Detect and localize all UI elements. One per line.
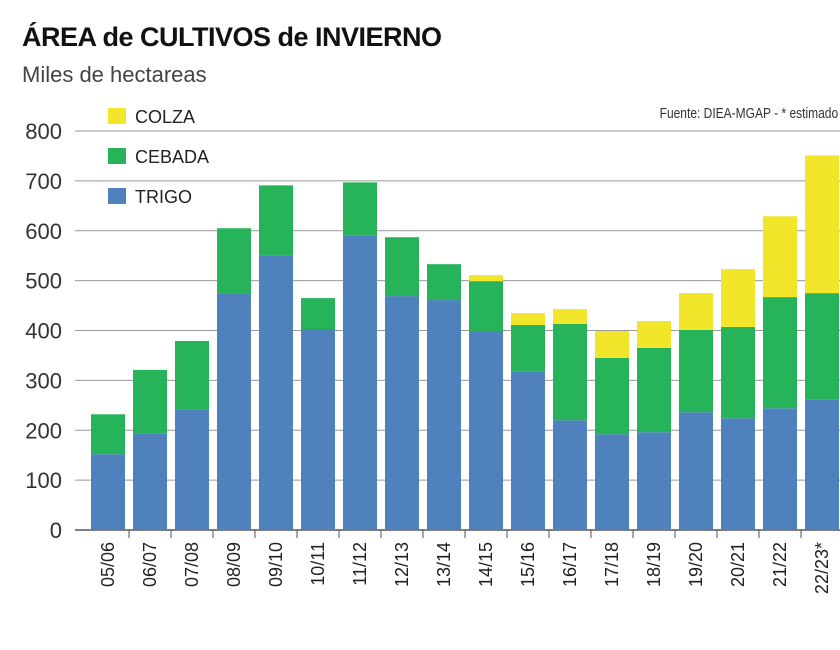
- bar-cebada: [553, 324, 587, 421]
- y-tick-label: 100: [25, 468, 62, 493]
- bar-trigo: [385, 296, 419, 530]
- x-tick-label: 12/13: [392, 542, 412, 587]
- chart-title: ÁREA de CULTIVOS de INVIERNO: [22, 22, 442, 52]
- x-tick-label: 09/10: [266, 542, 286, 587]
- x-tick-label: 14/15: [476, 542, 496, 587]
- bar-cebada: [301, 298, 335, 330]
- bar-trigo: [217, 293, 251, 530]
- legend-label-colza: COLZA: [135, 107, 195, 127]
- legend-swatch-colza: [108, 108, 126, 124]
- bar-colza: [637, 321, 671, 348]
- bar-cebada: [259, 185, 293, 256]
- bar-trigo: [427, 300, 461, 530]
- y-tick-label: 800: [25, 119, 62, 144]
- x-tick-label: 05/06: [98, 542, 118, 587]
- x-tick-label: 20/21: [728, 542, 748, 587]
- bar-trigo: [301, 329, 335, 530]
- bar-trigo: [763, 408, 797, 530]
- legend-label-trigo: TRIGO: [135, 187, 192, 207]
- bar-trigo: [175, 409, 209, 530]
- bar-cebada: [763, 297, 797, 409]
- bar-trigo: [133, 433, 167, 530]
- bar-trigo: [805, 399, 839, 530]
- bar-cebada: [343, 182, 377, 236]
- bar-colza: [763, 216, 797, 298]
- bar-cebada: [427, 264, 461, 301]
- x-tick-label: 22/23*: [812, 542, 832, 594]
- y-tick-label: 0: [50, 518, 62, 543]
- x-tick-label: 08/09: [224, 542, 244, 587]
- legend-label-cebada: CEBADA: [135, 147, 209, 167]
- x-tick-label: 06/07: [140, 542, 160, 587]
- bar-trigo: [679, 412, 713, 530]
- legend-swatch-cebada: [108, 148, 126, 164]
- bar-trigo: [469, 330, 503, 530]
- bar-cebada: [175, 340, 209, 410]
- y-tick-label: 400: [25, 319, 62, 344]
- x-tick-label: 21/22: [770, 542, 790, 587]
- x-tick-label: 10/11: [308, 542, 328, 586]
- bar-colza: [805, 155, 839, 294]
- x-tick-label: 11/12: [350, 542, 370, 586]
- bar-trigo: [511, 371, 545, 530]
- y-tick-label: 700: [25, 169, 62, 194]
- legend-swatch-trigo: [108, 188, 126, 204]
- bar-colza: [721, 269, 755, 328]
- bar-cebada: [637, 347, 671, 433]
- bar-trigo: [595, 434, 629, 530]
- y-tick-label: 200: [25, 418, 62, 443]
- x-tick-label: 15/16: [518, 542, 538, 587]
- bar-cebada: [805, 293, 839, 400]
- bar-trigo: [553, 420, 587, 530]
- bar-colza: [553, 309, 587, 325]
- x-tick-label: 13/14: [434, 542, 454, 587]
- bar-colza: [469, 275, 503, 282]
- bar-trigo: [259, 255, 293, 530]
- chart-source: Fuente: DIEA-MGAP - * estimado: [659, 105, 838, 122]
- x-tick-label: 16/17: [560, 542, 580, 587]
- bar-cebada: [721, 327, 755, 419]
- y-tick-label: 300: [25, 368, 62, 393]
- bar-cebada: [133, 369, 167, 434]
- x-tick-label: 18/19: [644, 542, 664, 587]
- y-tick-label: 500: [25, 269, 62, 294]
- x-tick-label: 17/18: [602, 542, 622, 587]
- bar-trigo: [91, 454, 125, 530]
- bar-trigo: [343, 235, 377, 530]
- bar-colza: [511, 313, 545, 326]
- bar-cebada: [91, 414, 125, 455]
- y-tick-label: 600: [25, 219, 62, 244]
- bar-cebada: [511, 325, 545, 372]
- bar-trigo: [721, 418, 755, 530]
- bar-cebada: [469, 281, 503, 331]
- bar-colza: [679, 293, 713, 331]
- bar-cebada: [595, 357, 629, 435]
- bar-trigo: [637, 432, 671, 530]
- bar-colza: [595, 330, 629, 358]
- x-tick-label: 07/08: [182, 542, 202, 587]
- bar-cebada: [217, 228, 251, 294]
- x-tick-label: 19/20: [686, 542, 706, 587]
- bar-cebada: [385, 237, 419, 297]
- bar-cebada: [679, 330, 713, 413]
- chart-subtitle: Miles de hectareas: [22, 62, 207, 87]
